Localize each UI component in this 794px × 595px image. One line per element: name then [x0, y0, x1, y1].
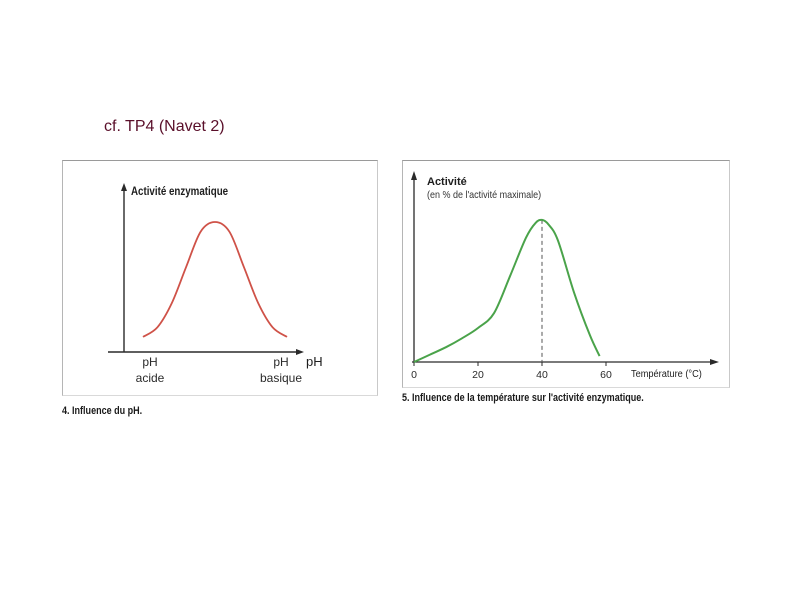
ph-figure-background: [58, 156, 380, 440]
temp-y-axis-arrow: [411, 171, 417, 180]
ph-y-axis-label: Activité enzymatique: [131, 185, 228, 198]
temp-x-tick-label: 0: [411, 369, 417, 381]
temp-y-axis-label: Activité: [427, 176, 467, 188]
temp-activity-curve: [413, 218, 601, 363]
ph-activity-curve: [142, 221, 288, 338]
ph-x-axis-arrow: [296, 349, 304, 355]
temp-x-tick-label: 40: [536, 369, 548, 381]
slide-title: cf. TP4 (Navet 2): [104, 118, 225, 135]
temp-x-tick-label: 20: [472, 369, 484, 381]
temperature-chart-frame: [402, 160, 730, 388]
ph-tick-basic-line1: pH: [273, 355, 288, 369]
temp-x-axis-label: Température (°C): [631, 369, 702, 381]
temp-x-tick-label: 60: [600, 369, 612, 381]
ph-tick-basic-line2: basique: [260, 371, 302, 385]
ph-tick-acid-line1: pH: [142, 355, 157, 369]
temperature-figure-caption: 5. Influence de la température sur l'act…: [402, 392, 644, 404]
temp-y-axis-sublabel: (en % de l'activité maximale): [427, 190, 541, 202]
ph-tick-acid-line2: acide: [136, 371, 165, 385]
ph-y-axis-arrow: [121, 183, 127, 191]
ph-figure-caption: 4. Influence du pH.: [62, 405, 143, 417]
ph-x-axis-label: pH: [306, 354, 323, 369]
temp-x-ticks: 0 20 40 60: [411, 362, 612, 381]
ph-chart-frame: [62, 160, 378, 396]
temp-x-axis-arrow: [710, 359, 719, 365]
temperature-figure-background: [398, 156, 734, 416]
